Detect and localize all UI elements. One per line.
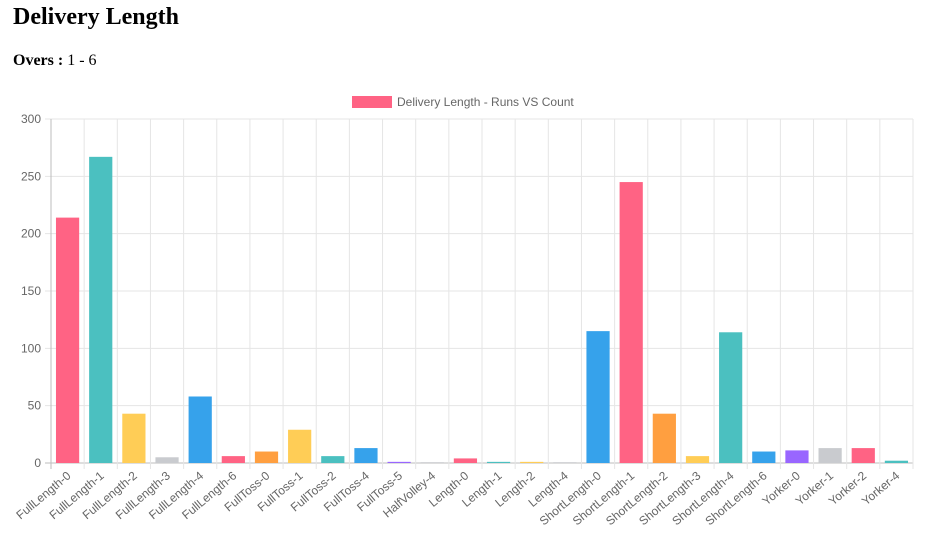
bar-shortlength-1[interactable]: [619, 182, 643, 464]
bar-shortlength-4[interactable]: [719, 332, 743, 463]
y-tick-label: 200: [21, 227, 41, 241]
bar-length-0[interactable]: [453, 458, 478, 463]
bar-fulllength-3[interactable]: [155, 457, 179, 463]
delivery-length-bar-chart: Delivery Length - Runs VS Count 0 50 100 15…: [13, 95, 914, 528]
y-tick-label: 150: [21, 284, 41, 298]
chart-legend[interactable]: Delivery Length - Runs VS Count: [352, 95, 574, 109]
bars: [55, 156, 909, 464]
bar-fulllength-1[interactable]: [89, 156, 113, 463]
bar-shortlength-6[interactable]: [752, 451, 776, 463]
y-axis-ticks: 0 50 100 150 200 250 300: [21, 112, 41, 470]
bar-yorker-4[interactable]: [884, 460, 909, 463]
grid-lines: [45, 118, 914, 469]
x-tick-label: Yorker-4: [859, 468, 903, 508]
y-tick-label: 250: [21, 169, 41, 183]
legend-label: Delivery Length - Runs VS Count: [397, 95, 574, 109]
bar-fulltoss-2[interactable]: [321, 456, 345, 463]
bar-length-1[interactable]: [486, 461, 511, 463]
bar-fulllength-4[interactable]: [188, 396, 212, 463]
overs-label: Overs :: [13, 52, 64, 69]
y-tick-label: 100: [21, 341, 41, 355]
bar-fulllength-0[interactable]: [55, 217, 80, 463]
page-title: Delivery Length: [13, 4, 179, 30]
bar-shortlength-2[interactable]: [652, 413, 676, 463]
bar-fulllength-6[interactable]: [221, 456, 245, 463]
bar-fulltoss-5[interactable]: [387, 461, 411, 463]
bar-yorker-1[interactable]: [818, 448, 842, 463]
y-tick-label: 300: [21, 112, 41, 126]
bar-length-4[interactable]: [553, 462, 577, 463]
bar-fulltoss-0[interactable]: [254, 451, 279, 463]
bar-yorker-2[interactable]: [851, 448, 875, 463]
overs-info: Overs : 1 - 6: [13, 52, 97, 70]
bar-shortlength-0[interactable]: [586, 331, 610, 463]
bar-length-2[interactable]: [520, 461, 544, 463]
legend-swatch: [352, 96, 392, 108]
bar-fulllength-2[interactable]: [122, 413, 146, 463]
bar-fulltoss-4[interactable]: [354, 448, 378, 463]
overs-value: 1 - 6: [67, 52, 97, 69]
y-tick-label: 0: [34, 456, 41, 470]
bar-fulltoss-1[interactable]: [288, 429, 312, 463]
bar-halfvolley-4[interactable]: [420, 462, 444, 463]
x-axis-ticks: FullLength-0FullLength-1FullLength-2Full…: [13, 468, 902, 528]
y-tick-label: 50: [28, 399, 42, 413]
bar-shortlength-3[interactable]: [685, 456, 710, 463]
bar-yorker-0[interactable]: [785, 450, 809, 463]
